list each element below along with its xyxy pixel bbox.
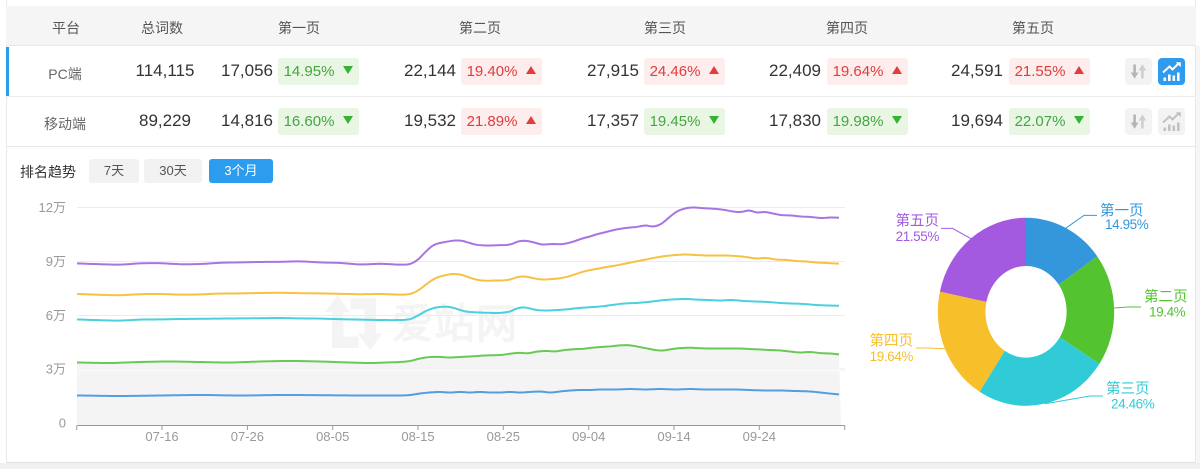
svg-text:3万: 3万 [46, 362, 66, 377]
svg-text:19.4%: 19.4% [1149, 305, 1186, 320]
svg-text:09-24: 09-24 [743, 429, 776, 444]
svg-text:9万: 9万 [46, 254, 66, 269]
svg-text:08-25: 08-25 [487, 429, 520, 444]
svg-text:21.55%: 21.55% [896, 229, 940, 244]
svg-text:14.95%: 14.95% [1105, 217, 1149, 232]
svg-text:0: 0 [59, 416, 66, 431]
svg-text:08-05: 08-05 [316, 429, 349, 444]
svg-text:08-15: 08-15 [401, 429, 434, 444]
svg-text:第三页: 第三页 [1106, 380, 1150, 398]
svg-text:09-04: 09-04 [572, 429, 605, 444]
svg-text:24.46%: 24.46% [1111, 397, 1155, 412]
svg-text:19.64%: 19.64% [870, 349, 914, 364]
svg-text:07-26: 07-26 [231, 429, 264, 444]
svg-text:第二页: 第二页 [1144, 288, 1188, 306]
svg-text:07-16: 07-16 [145, 429, 178, 444]
svg-text:第一页: 第一页 [1100, 202, 1144, 220]
svg-text:第四页: 第四页 [870, 332, 914, 350]
svg-text:09-14: 09-14 [657, 429, 690, 444]
svg-text:12万: 12万 [39, 200, 66, 215]
svg-text:第五页: 第五页 [896, 212, 940, 230]
svg-text:6万: 6万 [46, 308, 66, 323]
